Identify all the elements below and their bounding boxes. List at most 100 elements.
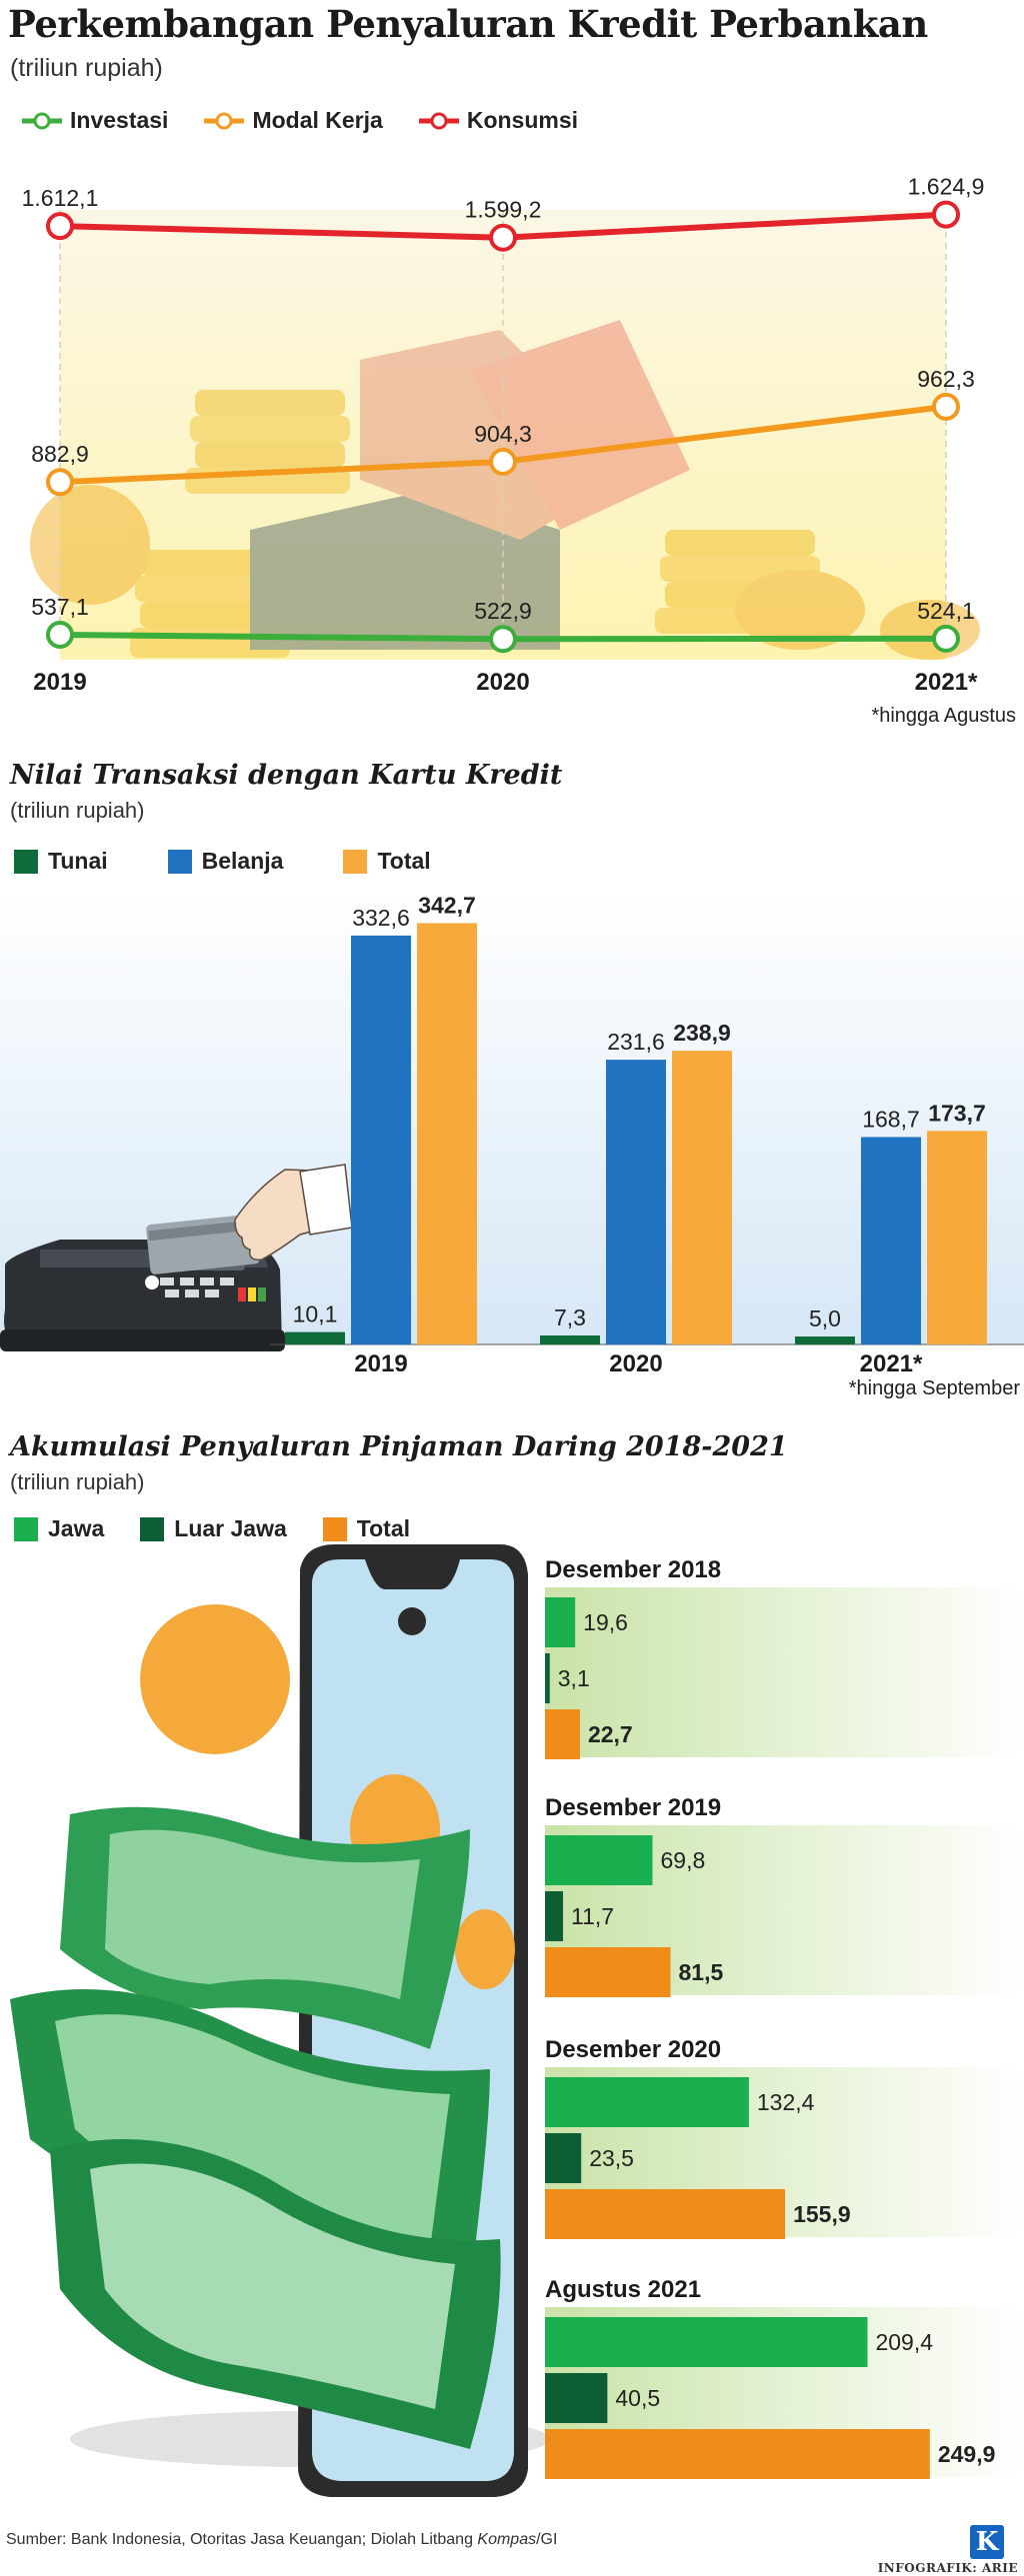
data-label: 10,1 — [293, 1301, 338, 1327]
legend-label: Modal Kerja — [252, 107, 383, 133]
x-tick-label: 2019 — [33, 669, 86, 696]
bar-luar-jawa — [545, 1891, 564, 1941]
money-coins-illustration — [30, 320, 980, 660]
x-tick-labels: 2019 2020 2021* — [33, 669, 978, 696]
legend-item-belanja: Belanja — [167, 848, 283, 875]
banknote-icon — [50, 2139, 501, 2449]
bar-belanja-2020 — [606, 1060, 666, 1344]
data-point — [932, 624, 960, 653]
x-tick-label: 2021* — [915, 669, 978, 696]
chart2-note: *hingga September — [848, 1377, 1020, 1399]
legend-item-tunai: Tunai — [14, 848, 108, 875]
data-label: 231,6 — [607, 1029, 665, 1055]
data-labels: 19,6 3,1 22,7 69,8 11,7 81,5 132,4 23,5 155,9 209… — [558, 1609, 996, 2467]
terminal-keys — [160, 1278, 234, 1297]
series-points — [46, 200, 960, 654]
group-label: Desember 2018 — [545, 1556, 721, 1583]
x-tick-label: 2020 — [609, 1350, 662, 1377]
card-terminal-illustration — [0, 1164, 353, 1351]
data-label: 7,3 — [554, 1304, 586, 1330]
legend-label: Total — [356, 1515, 410, 1541]
bar-luar-jawa — [545, 2373, 608, 2423]
legend-swatch — [14, 1516, 38, 1541]
data-point — [46, 468, 74, 497]
data-label: 3,1 — [558, 1665, 590, 1691]
chart1-unit: (triliun rupiah) — [10, 54, 163, 82]
data-point — [46, 620, 74, 649]
data-label: 332,6 — [352, 905, 410, 931]
group-label: Desember 2020 — [545, 2036, 721, 2063]
chart2-legend: Tunai Belanja Total — [14, 848, 431, 875]
bar-total — [545, 2189, 786, 2239]
legend-item-modal-kerja: Modal Kerja — [204, 107, 383, 134]
data-label: 1.599,2 — [465, 197, 542, 223]
data-point — [489, 625, 517, 654]
legend-label: Investasi — [70, 107, 169, 133]
bar-total-2019 — [417, 923, 477, 1344]
bar-belanja-2019 — [351, 935, 411, 1344]
bar-total — [545, 1709, 580, 1759]
x-tick-label: 2021* — [860, 1350, 923, 1377]
bar-jawa — [545, 1835, 653, 1885]
group-label: Desember 2019 — [545, 1794, 721, 1821]
chart3-title: Akumulasi Penyaluran Pinjaman Daring 201… — [10, 1431, 788, 1462]
data-label: 238,9 — [673, 1020, 731, 1046]
legend-swatch — [322, 1516, 347, 1541]
data-label: 1.612,1 — [22, 185, 99, 211]
bar-jawa — [545, 1597, 576, 1647]
legend-label: Jawa — [48, 1515, 105, 1541]
data-label: 249,9 — [938, 2441, 996, 2467]
data-label: 22,7 — [588, 1721, 633, 1747]
data-label: 5,0 — [809, 1305, 841, 1331]
banknote-icon — [60, 1806, 470, 2049]
data-point — [489, 447, 517, 476]
data-label: 40,5 — [615, 2385, 660, 2411]
data-label: 209,4 — [875, 2329, 933, 2355]
legend-line-icon — [204, 112, 245, 129]
legend-item-luar-jawa: Luar Jawa — [140, 1515, 287, 1542]
bar-jawa — [545, 2317, 868, 2367]
banknote-icon — [10, 1989, 490, 2289]
credit-card-icon — [146, 1214, 260, 1275]
bar-total-2020 — [672, 1051, 732, 1344]
legend-swatch — [343, 849, 368, 874]
bars — [545, 1597, 930, 2479]
data-label: 11,7 — [571, 1903, 614, 1929]
source-note: Sumber: Bank Indonesia, Otoritas Jasa Ke… — [6, 2531, 557, 2549]
legend-swatch — [167, 849, 192, 874]
data-label: 173,7 — [928, 1100, 986, 1126]
x-tick-label: 2020 — [476, 669, 529, 696]
legend-label: Tunai — [48, 848, 108, 874]
bar-luar-jawa — [545, 1653, 550, 1703]
source-text: Sumber: Bank Indonesia, Otoritas Jasa Ke… — [6, 2531, 478, 2548]
x-tick-labels: 2019 2020 2021* — [354, 1350, 923, 1377]
data-point — [932, 392, 960, 421]
data-label: 69,8 — [660, 1847, 705, 1873]
legend-item-total: Total — [343, 848, 431, 875]
chart3-legend: Jawa Luar Jawa Total — [14, 1515, 410, 1542]
group-label: Agustus 2021 — [545, 2276, 701, 2303]
data-label: 342,7 — [418, 892, 476, 918]
hand-icon — [234, 1164, 353, 1262]
data-label: 537,1 — [31, 594, 89, 620]
chart1-note: *hingga Agustus — [871, 705, 1016, 727]
legend-line-icon — [22, 112, 62, 129]
data-label: 168,7 — [862, 1106, 920, 1132]
infographic-credit: INFOGRAFIK: ARIE — [877, 2561, 1018, 2575]
data-label: 962,3 — [917, 366, 975, 392]
bars — [285, 923, 987, 1344]
coin-icon — [140, 1604, 290, 1754]
data-labels: 537,1 522,9 524,1 882,9 904,3 962,3 1.612,1 1.5… — [22, 174, 985, 625]
bar-total — [545, 1947, 671, 1997]
terminal-logo-icon — [145, 1276, 159, 1289]
legend-swatch — [14, 849, 38, 874]
online-lending-bar-chart: Desember 2018 Desember 2019 Desember 2020 A… — [10, 1544, 1024, 2497]
source-italic: Kompas — [477, 2531, 537, 2548]
data-label: 155,9 — [793, 2201, 851, 2227]
source-suffix: /GI — [536, 2531, 558, 2548]
data-label: 19,6 — [583, 1609, 628, 1635]
data-point — [46, 212, 74, 241]
data-point — [489, 223, 517, 252]
legend-line-icon — [418, 112, 459, 129]
bar-total-2021 — [927, 1131, 987, 1344]
